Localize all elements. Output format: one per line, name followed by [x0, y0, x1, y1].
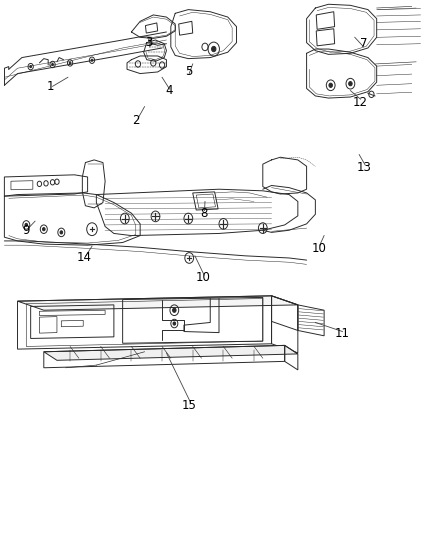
- Text: 7: 7: [360, 37, 367, 50]
- Text: 12: 12: [353, 96, 368, 109]
- Text: 4: 4: [165, 84, 173, 97]
- Text: 14: 14: [77, 252, 92, 264]
- Circle shape: [173, 322, 176, 325]
- Text: 11: 11: [335, 327, 350, 340]
- Circle shape: [212, 46, 216, 52]
- Text: 2: 2: [132, 115, 140, 127]
- Text: 13: 13: [357, 161, 372, 174]
- Circle shape: [60, 231, 63, 234]
- Circle shape: [69, 62, 71, 64]
- Circle shape: [349, 82, 352, 86]
- Circle shape: [42, 228, 45, 231]
- Circle shape: [329, 83, 332, 87]
- Text: 8: 8: [200, 207, 207, 220]
- Text: 1: 1: [46, 80, 54, 93]
- Text: 9: 9: [22, 224, 30, 237]
- Polygon shape: [44, 345, 298, 360]
- Text: 15: 15: [182, 399, 197, 411]
- Text: 5: 5: [185, 66, 192, 78]
- Circle shape: [52, 63, 53, 66]
- Circle shape: [173, 308, 176, 312]
- Text: 10: 10: [195, 271, 210, 284]
- Text: 10: 10: [311, 242, 326, 255]
- Circle shape: [25, 223, 28, 227]
- Polygon shape: [18, 296, 298, 310]
- Circle shape: [91, 59, 93, 61]
- Text: 3: 3: [145, 36, 152, 49]
- Circle shape: [30, 66, 32, 68]
